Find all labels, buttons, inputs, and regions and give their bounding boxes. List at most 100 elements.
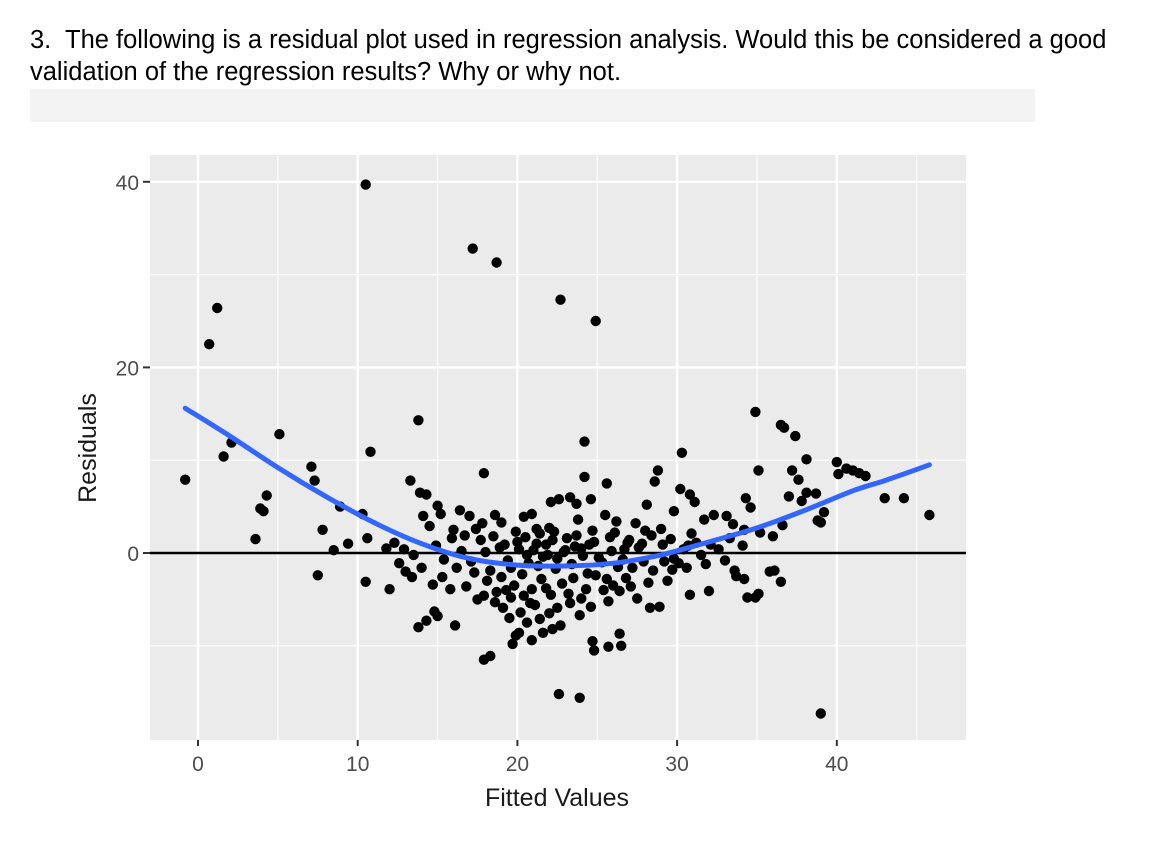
data-point — [801, 454, 812, 465]
data-point — [496, 517, 507, 528]
data-point — [534, 613, 545, 625]
data-point — [499, 539, 510, 550]
data-point — [700, 558, 711, 570]
data-point — [739, 573, 750, 585]
data-point — [585, 494, 597, 505]
data-point — [501, 584, 512, 596]
data-point — [753, 465, 764, 476]
data-point — [571, 498, 582, 509]
plot-panel — [150, 155, 966, 740]
data-point — [360, 179, 371, 190]
data-point — [740, 493, 751, 504]
data-point — [547, 534, 558, 546]
data-point — [424, 520, 435, 532]
data-point — [590, 570, 601, 581]
data-point — [775, 419, 787, 431]
data-point — [556, 578, 568, 589]
data-point — [775, 576, 787, 587]
data-point — [545, 496, 557, 508]
data-point — [719, 555, 731, 566]
x-tick-label: 0 — [192, 753, 204, 776]
data-point — [496, 571, 507, 583]
data-point — [777, 520, 788, 531]
data-point — [518, 590, 529, 601]
data-point — [590, 315, 601, 327]
data-point — [703, 585, 715, 597]
data-point — [640, 525, 651, 536]
data-point — [668, 506, 680, 517]
data-point — [517, 569, 528, 580]
data-point — [708, 509, 719, 521]
data-point — [563, 588, 574, 599]
data-point — [815, 517, 826, 528]
data-point — [548, 526, 560, 537]
axis-ticks — [143, 180, 838, 746]
data-point — [767, 531, 779, 542]
data-point — [526, 584, 537, 595]
data-point — [665, 533, 676, 545]
data-point — [924, 509, 935, 521]
data-point — [624, 534, 635, 546]
data-point — [630, 518, 641, 529]
data-point — [448, 524, 459, 535]
data-point — [432, 500, 443, 511]
data-point — [362, 533, 373, 544]
data-point — [306, 461, 317, 472]
data-point — [667, 564, 678, 575]
data-point — [485, 565, 496, 576]
data-point — [655, 523, 667, 535]
data-point — [649, 476, 660, 487]
data-point — [793, 474, 804, 485]
data-point — [574, 692, 585, 703]
data-point — [632, 593, 643, 604]
data-point — [721, 510, 732, 522]
data-point — [801, 487, 812, 498]
data-point — [659, 556, 670, 567]
data-point — [520, 532, 531, 543]
data-point — [681, 562, 692, 573]
data-point — [603, 596, 614, 607]
data-point — [742, 592, 753, 603]
data-point — [438, 554, 450, 565]
data-point — [643, 577, 654, 588]
data-point — [478, 590, 490, 601]
data-point — [507, 638, 518, 650]
data-point — [497, 602, 509, 613]
data-point — [616, 640, 627, 651]
data-point — [614, 585, 625, 597]
data-point — [529, 599, 541, 611]
data-point — [480, 546, 491, 558]
data-point — [598, 584, 609, 596]
data-point — [446, 533, 458, 544]
data-point — [418, 510, 429, 522]
data-point — [274, 429, 285, 440]
data-point — [510, 630, 521, 641]
data-point — [600, 509, 611, 521]
data-point — [568, 572, 579, 584]
data-point — [526, 508, 537, 520]
data-point — [250, 533, 261, 545]
data-point — [406, 571, 418, 583]
data-point — [684, 489, 696, 500]
data-point — [745, 502, 756, 513]
data-point — [555, 620, 566, 631]
data-point — [489, 597, 501, 608]
data-point — [620, 572, 632, 584]
data-point — [572, 514, 584, 525]
data-point — [584, 539, 595, 550]
data-point — [662, 575, 673, 586]
data-point — [580, 584, 592, 595]
data-point — [526, 635, 537, 646]
data-point — [510, 526, 521, 537]
data-point — [218, 451, 229, 462]
data-point — [579, 471, 590, 483]
data-point — [553, 688, 565, 700]
data-point — [686, 528, 697, 539]
data-point — [470, 523, 482, 535]
data-point — [389, 537, 400, 548]
data-point — [451, 562, 462, 573]
y-tick-label: 20 — [116, 357, 139, 380]
data-point — [684, 589, 696, 600]
answer-input-box[interactable] — [30, 89, 1035, 122]
